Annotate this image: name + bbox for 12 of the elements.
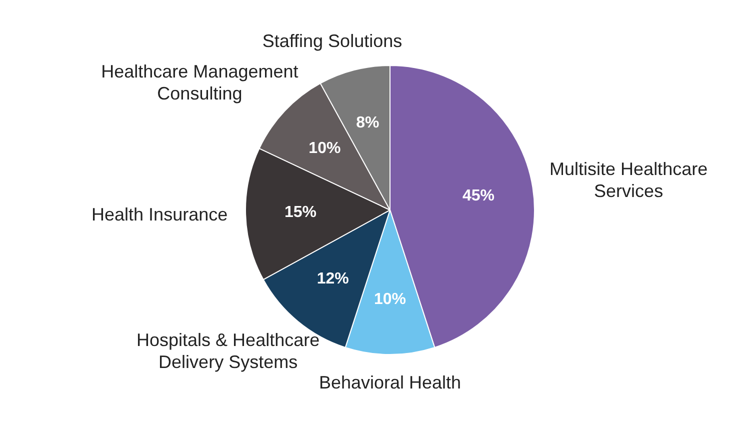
data-label: 45% (462, 187, 495, 204)
slice-label: Healthcare Management Consulting (101, 62, 298, 104)
data-label: 12% (316, 270, 349, 288)
slice-label: Hospitals & Healthcare Delivery Systems (136, 330, 320, 372)
data-label: 8% (356, 114, 380, 132)
data-label: 15% (284, 204, 316, 222)
slice-label: Health Insurance (92, 204, 228, 224)
slice-label: Multisite Healthcare Services (550, 159, 708, 202)
data-label: 10% (308, 140, 341, 158)
slice-label: Behavioral Health (318, 372, 462, 392)
data-label: 10% (374, 290, 406, 308)
slice-label: Staffing Solutions (262, 30, 402, 51)
